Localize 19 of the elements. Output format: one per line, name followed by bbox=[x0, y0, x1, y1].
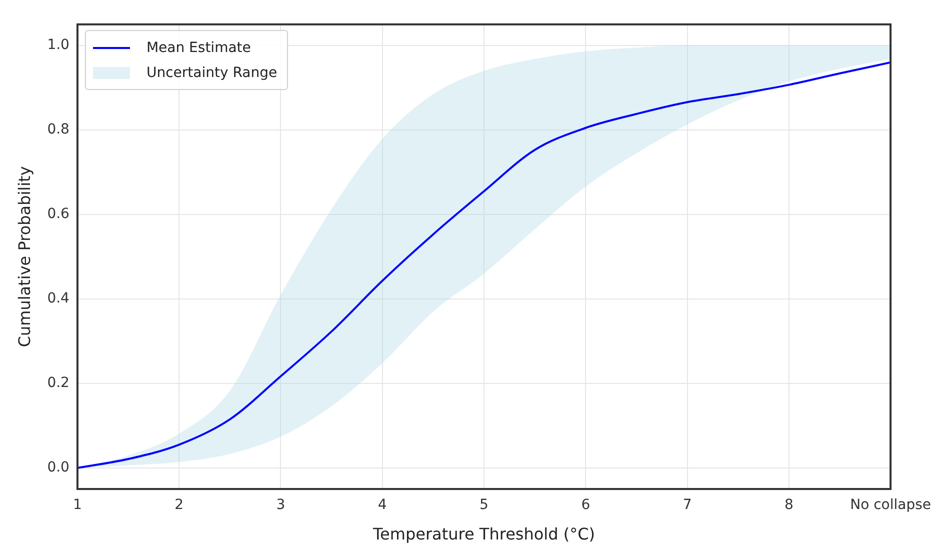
annotation: Uncertainty Range bbox=[146, 64, 278, 81]
y-tick-label: 1.0 bbox=[47, 37, 70, 54]
x-tick-label: 3 bbox=[276, 497, 286, 514]
x-tick-label: 2 bbox=[174, 497, 184, 514]
x-tick-label: 4 bbox=[378, 497, 387, 514]
y-tick-label: 0.6 bbox=[47, 206, 70, 222]
y-axis-title: Cumulative Probability bbox=[14, 166, 34, 348]
y-tick-label: 0.0 bbox=[47, 460, 70, 476]
x-tick-label: 1 bbox=[73, 497, 82, 514]
x-tick-label: 5 bbox=[480, 497, 488, 514]
x-axis-title: Temperature Threshold (°C) bbox=[372, 524, 596, 544]
legend-label: Mean Estimate bbox=[146, 40, 251, 56]
x-tick-label: No collapse bbox=[850, 497, 931, 514]
y-tick-label: 0.2 bbox=[47, 375, 70, 392]
x-tick-label: 7 bbox=[682, 497, 692, 514]
x-tick-label: 6 bbox=[581, 497, 590, 514]
x-tick-label: 8 bbox=[784, 497, 794, 514]
y-tick-label: 0.4 bbox=[47, 290, 70, 307]
y-tick-label: 0.8 bbox=[47, 122, 70, 138]
